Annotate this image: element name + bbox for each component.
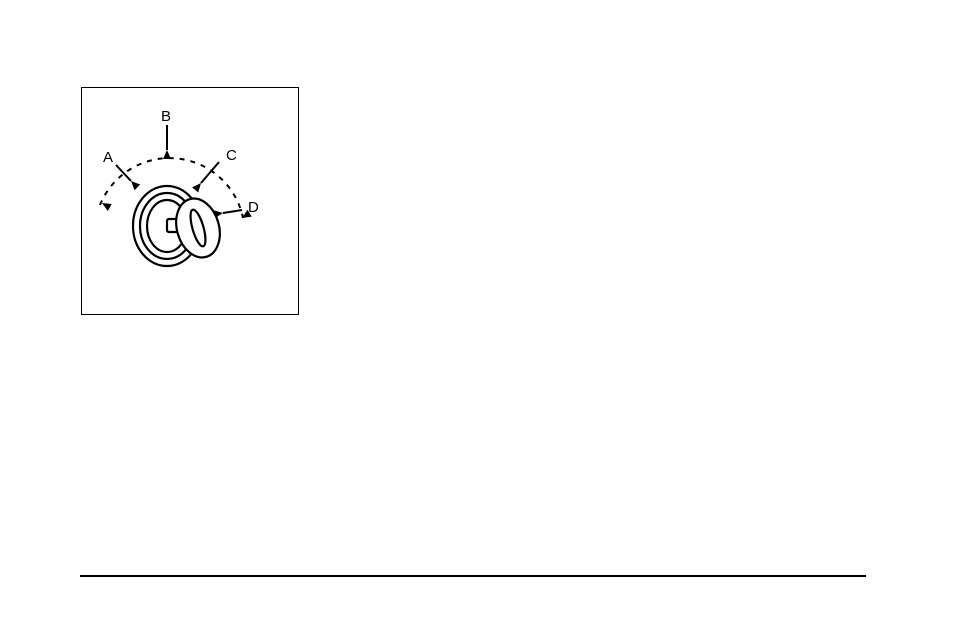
label-a: A	[103, 149, 113, 166]
page: A B C D	[0, 0, 954, 636]
label-d: D	[248, 199, 259, 216]
label-c: C	[226, 147, 237, 164]
label-b: B	[161, 108, 171, 125]
ignition-figure-frame: A B C D	[81, 87, 299, 315]
footer-rule	[80, 575, 866, 577]
ignition-diagram-svg	[82, 88, 300, 316]
